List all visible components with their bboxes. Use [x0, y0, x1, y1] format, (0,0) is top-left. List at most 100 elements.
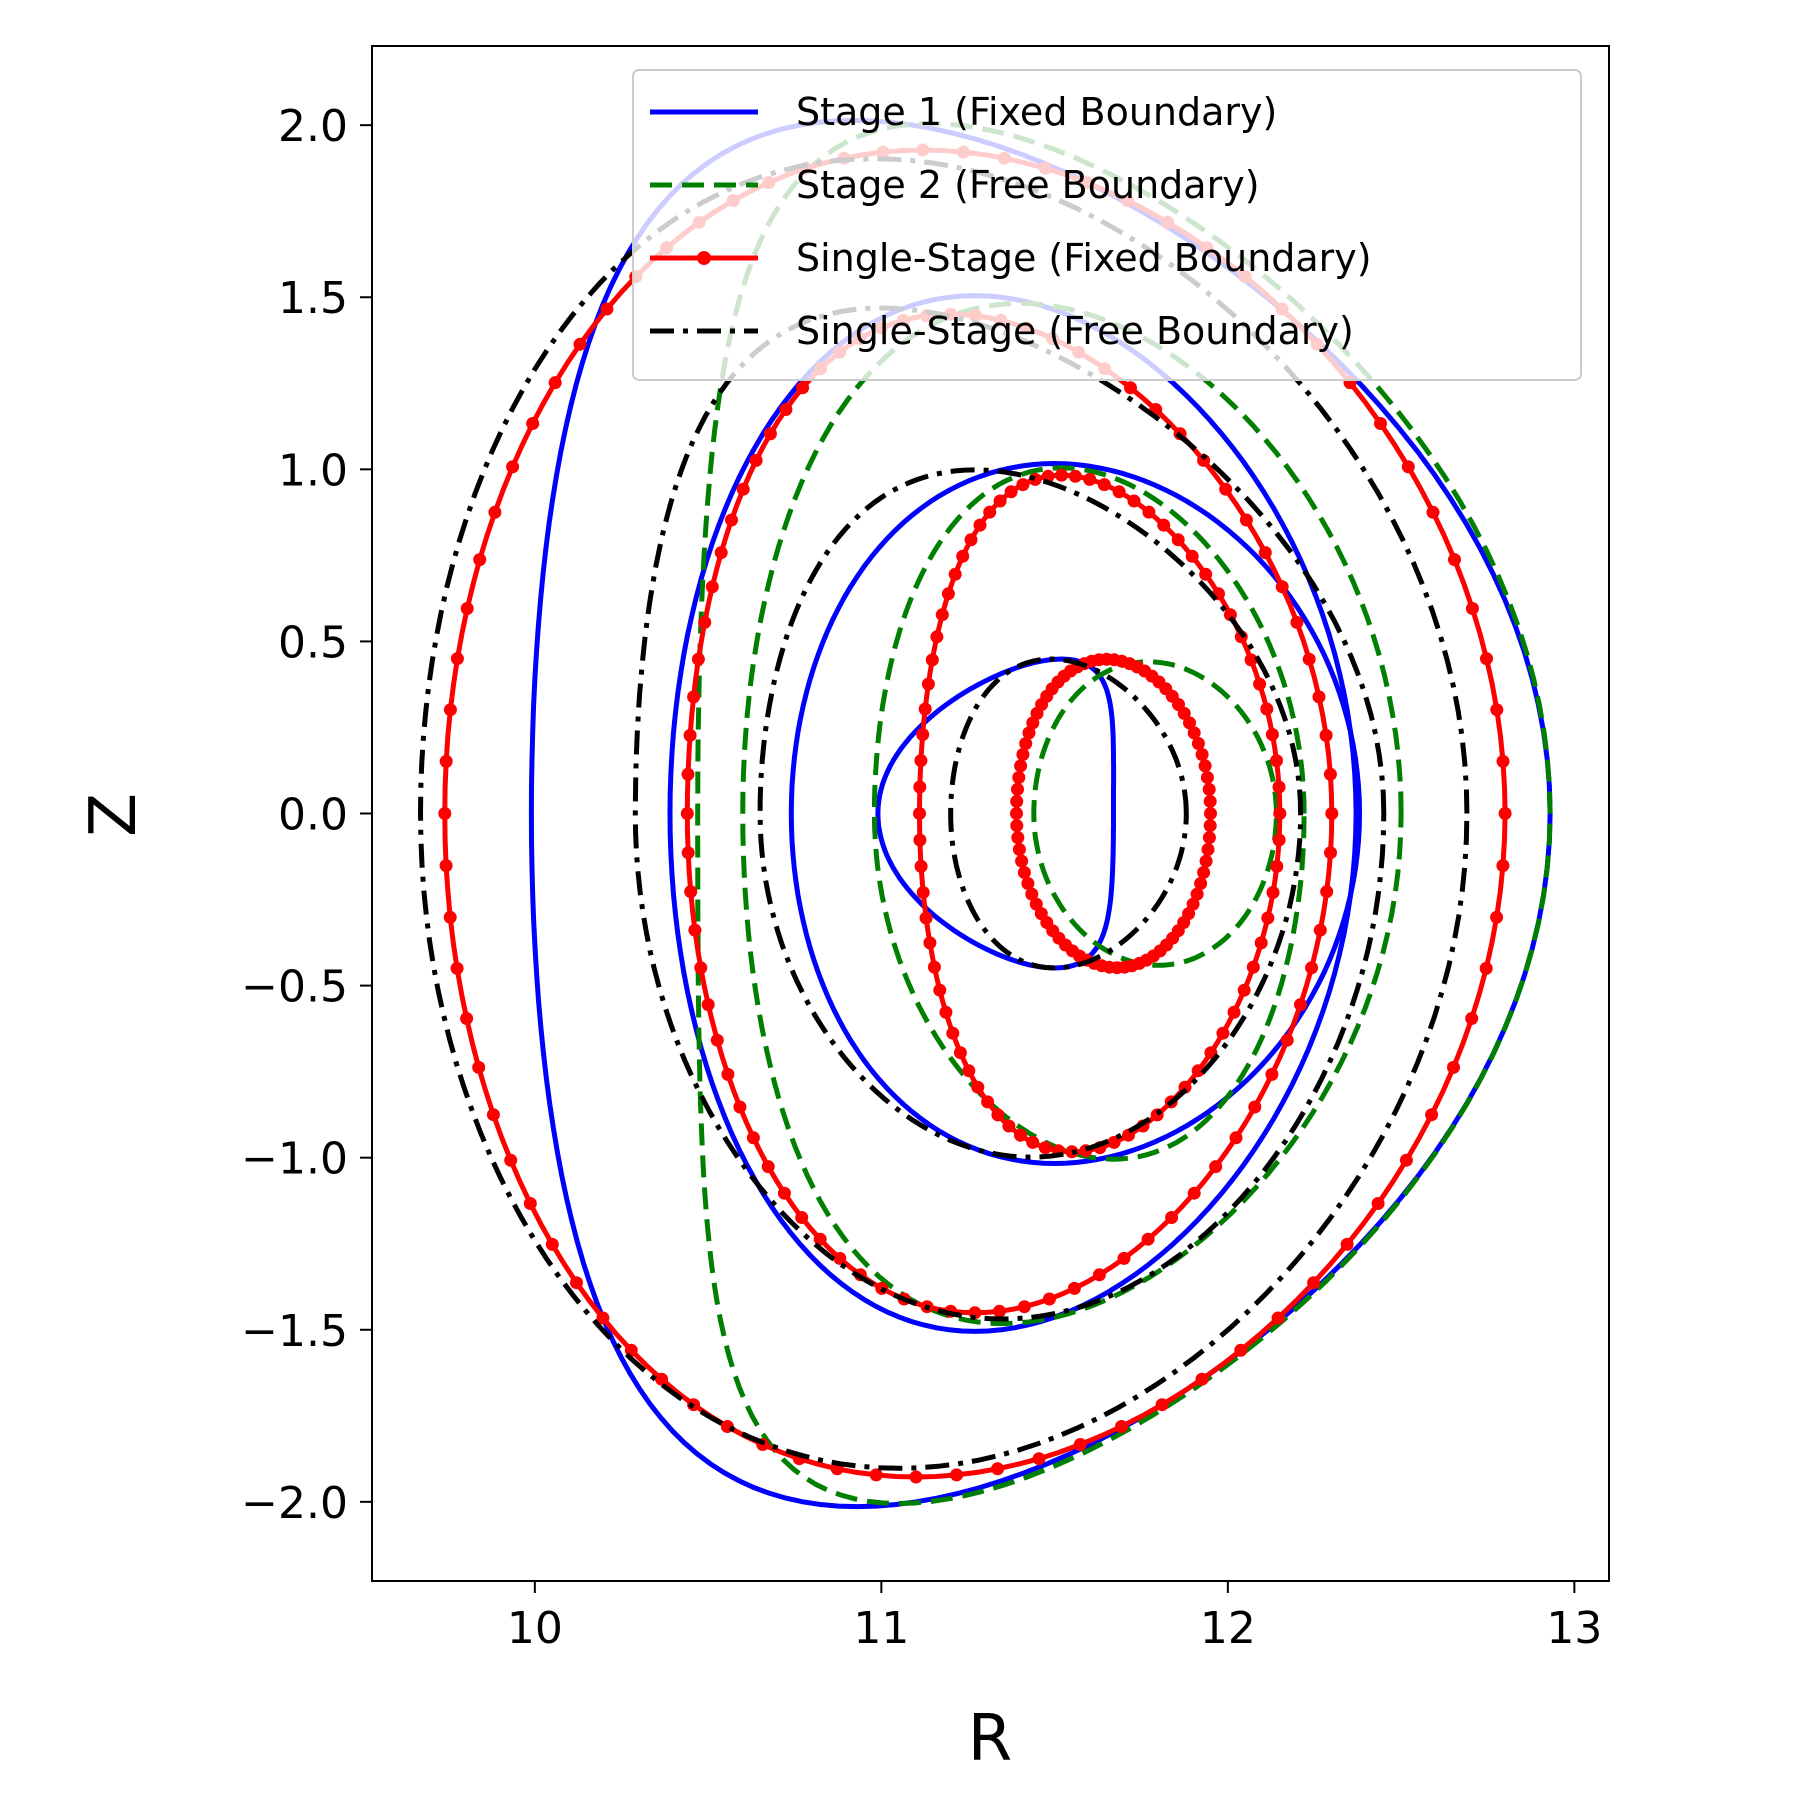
data-point-marker [991, 1108, 1005, 1122]
data-point-marker [1496, 754, 1510, 768]
data-point-marker [1265, 1067, 1279, 1081]
data-point-marker [1198, 759, 1212, 773]
data-point-marker [701, 998, 715, 1012]
data-point-marker [725, 513, 738, 527]
data-point-marker [749, 453, 763, 467]
data-point-marker [1239, 513, 1253, 527]
data-point-marker [680, 807, 694, 820]
data-point-marker [1399, 1153, 1413, 1167]
series-4-surface-2 [757, 467, 1304, 1160]
data-point-marker [1067, 1281, 1081, 1295]
data-point-marker [1307, 1276, 1321, 1290]
data-point-marker [913, 807, 926, 820]
data-point-marker [523, 1197, 537, 1210]
data-point-marker [746, 1131, 760, 1145]
data-point-marker [684, 885, 698, 899]
data-point-marker [1425, 1108, 1439, 1122]
data-point-marker [1012, 771, 1026, 784]
y-tick-label: −1.5 [241, 1306, 348, 1357]
data-point-marker [545, 1237, 559, 1251]
data-point-marker [1270, 859, 1284, 873]
data-point-marker [1202, 782, 1216, 796]
y-axis-label: Z [77, 793, 151, 837]
y-tick-label: −2.0 [241, 1478, 348, 1529]
data-point-marker [450, 652, 464, 666]
data-point-marker [909, 1470, 923, 1484]
data-point-marker [1194, 877, 1208, 890]
data-point-marker [1190, 887, 1204, 901]
data-point-marker [1480, 652, 1493, 666]
x-tick-label: 12 [1200, 1603, 1256, 1654]
data-point-marker [1490, 910, 1504, 924]
data-point-marker [1209, 1160, 1223, 1174]
legend: Stage 1 (Fixed Boundary) Stage 2 (Free Bo… [632, 69, 1582, 381]
data-point-marker [691, 652, 705, 666]
data-point-marker [923, 936, 937, 950]
data-point-marker [681, 767, 695, 781]
data-point-marker [1305, 961, 1319, 975]
series-2-surface-2 [871, 465, 1307, 1162]
legend-label: Stage 2 (Free Boundary) [796, 163, 1260, 207]
data-point-marker [1195, 1372, 1209, 1386]
data-point-marker [1312, 690, 1326, 704]
data-point-marker [1141, 1232, 1155, 1246]
data-point-marker [1271, 1311, 1285, 1325]
data-point-marker [1183, 716, 1196, 730]
legend-label: Single-Stage (Fixed Boundary) [796, 236, 1372, 280]
data-point-marker [733, 1100, 747, 1114]
data-point-marker [1498, 807, 1512, 820]
data-point-marker [439, 754, 453, 768]
data-point-marker [1017, 1300, 1031, 1314]
data-point-marker [913, 833, 927, 847]
data-point-marker [1270, 754, 1283, 768]
data-point-marker [473, 553, 487, 567]
data-point-marker [1272, 833, 1286, 847]
data-point-marker [1340, 1237, 1354, 1251]
data-point-marker [813, 1232, 827, 1246]
data-point-marker [914, 754, 928, 768]
data-point-marker [526, 417, 540, 430]
data-point-marker [1011, 831, 1025, 845]
data-point-marker [1016, 478, 1030, 492]
data-point-marker [600, 302, 614, 316]
data-point-marker [443, 910, 457, 924]
data-point-marker [443, 703, 457, 717]
data-point-marker [973, 518, 987, 532]
data-point-marker [927, 960, 941, 974]
data-point-marker [1204, 807, 1217, 820]
data-point-marker [1426, 505, 1440, 519]
data-point-marker [1025, 887, 1039, 901]
y-tick-label: 0.0 [278, 790, 348, 841]
data-point-marker [1014, 1128, 1027, 1142]
data-point-marker [1229, 1131, 1243, 1145]
data-point-marker [1068, 469, 1082, 483]
data-point-marker [1203, 819, 1217, 833]
data-point-marker [1015, 854, 1029, 868]
data-point-marker [1038, 1141, 1052, 1155]
data-point-marker [1234, 1343, 1248, 1357]
data-point-marker [486, 1108, 500, 1122]
data-point-marker [1195, 748, 1209, 761]
data-point-marker [939, 1005, 953, 1019]
data-point-marker [1201, 843, 1215, 856]
data-point-marker [962, 1064, 976, 1078]
data-point-marker [1294, 998, 1307, 1012]
data-point-marker [438, 807, 452, 820]
data-point-marker [1055, 468, 1068, 482]
data-point-marker [933, 983, 947, 997]
data-point-marker [953, 1046, 967, 1060]
data-point-marker [1097, 478, 1111, 492]
data-point-marker [1010, 807, 1023, 820]
data-point-marker [1042, 1292, 1056, 1306]
data-point-marker [1272, 780, 1286, 794]
y-tick-label: 1.0 [278, 445, 348, 496]
data-point-marker [1191, 737, 1205, 750]
data-point-marker [1010, 819, 1024, 833]
data-point-marker [1092, 1268, 1106, 1282]
data-point-marker [1019, 737, 1033, 750]
data-point-marker [1026, 716, 1040, 730]
series-2-surface-4 [695, 120, 1553, 1507]
data-point-marker [1155, 1398, 1169, 1412]
data-point-marker [1374, 417, 1387, 430]
data-point-marker [914, 859, 928, 873]
